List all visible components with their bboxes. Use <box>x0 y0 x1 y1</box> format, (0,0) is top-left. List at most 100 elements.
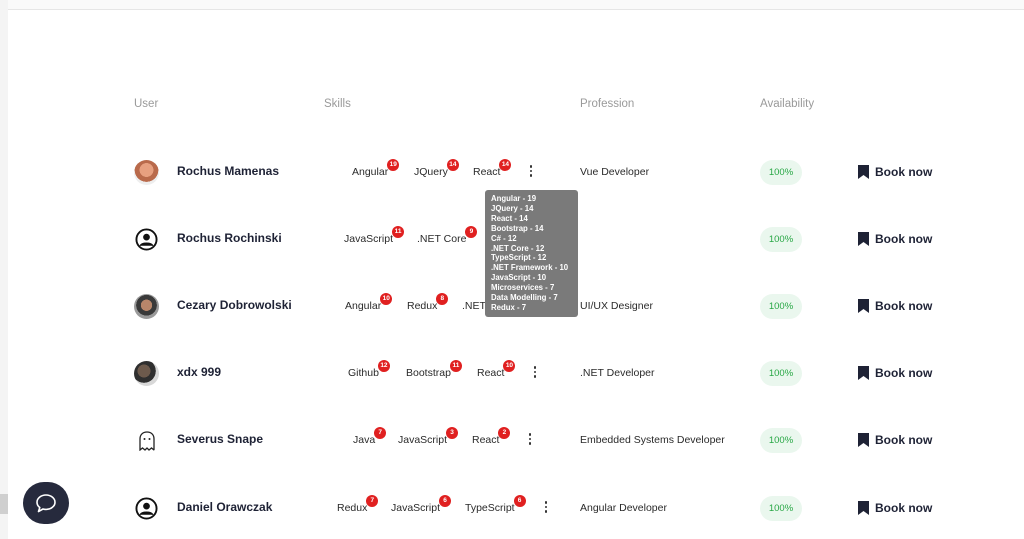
book-now-label: Book now <box>875 232 933 246</box>
table-row: xdx 999 Github 12 Bootstrap 11 React 10 .NE… <box>0 353 1024 393</box>
tooltip-line: JavaScript - 10 <box>491 273 547 283</box>
profession: .NET Developer <box>580 367 655 379</box>
skill-count-badge: 12 <box>377 360 390 372</box>
bookmark-icon <box>858 366 869 380</box>
skill-tag: Angular 10 <box>345 293 393 312</box>
tooltip-line: Microservices - 7 <box>491 283 555 293</box>
skill-count-badge: 10 <box>380 293 393 305</box>
default-user-icon <box>134 227 159 252</box>
book-now-label: Book now <box>875 433 933 447</box>
skill-count-badge: 10 <box>503 360 516 372</box>
left-strip <box>0 0 8 539</box>
tooltip-line: TypeScript - 12 <box>491 253 547 263</box>
bookmark-icon <box>858 299 869 313</box>
book-now-button[interactable]: Book now <box>858 432 932 448</box>
table-row: Cezary Dobrowolski Angular 10 Redux 8 .NET… <box>0 286 1024 326</box>
skill-tag: Bootstrap 11 <box>406 360 462 379</box>
skill-tag: React 10 <box>477 360 516 379</box>
skills-tooltip: Angular - 19 JQuery - 14 React - 14 Boot… <box>485 190 578 317</box>
table-row: Daniel Orawczak Redux 7 JavaScript 6 TypeS… <box>0 488 1024 528</box>
user-name[interactable]: Cezary Dobrowolski <box>177 298 292 312</box>
availability-badge: 100% <box>760 294 802 319</box>
side-handle[interactable] <box>0 494 8 514</box>
book-now-label: Book now <box>875 165 933 179</box>
skill-count-badge: 11 <box>392 226 405 238</box>
table-row: Rochus Rochinski JavaScript 11 .NET Core 9… <box>0 219 1024 259</box>
book-now-label: Book now <box>875 366 933 380</box>
header-availability: Availability <box>760 98 815 110</box>
avatar <box>134 160 159 185</box>
more-skills-icon[interactable] <box>527 432 533 446</box>
avatar <box>134 294 159 319</box>
skill-tag: JavaScript 3 <box>398 427 459 446</box>
book-now-button[interactable]: Book now <box>858 231 932 247</box>
profession: Embedded Systems Developer <box>580 434 725 446</box>
skill-count-badge: 6 <box>439 495 452 507</box>
skill-count-badge: 7 <box>374 427 387 439</box>
profession: Vue Developer <box>580 166 650 178</box>
book-now-button[interactable]: Book now <box>858 164 932 180</box>
skill-count-badge: 3 <box>446 427 459 439</box>
default-user-icon <box>134 496 159 521</box>
skill-count-badge: 11 <box>449 360 462 372</box>
bookmark-icon <box>858 501 869 515</box>
skill-count-badge: 2 <box>498 427 511 439</box>
availability-badge: 100% <box>760 496 802 521</box>
table-header: User Skills Profession Availability <box>0 98 1024 114</box>
skill-count-badge: 9 <box>465 226 478 238</box>
book-now-button[interactable]: Book now <box>858 500 932 516</box>
user-name[interactable]: xdx 999 <box>177 365 222 379</box>
tooltip-line: .NET Core - 12 <box>491 243 545 253</box>
book-now-button[interactable]: Book now <box>858 298 932 314</box>
skill-tag: JavaScript 6 <box>391 495 452 514</box>
bookmark-icon <box>858 433 869 447</box>
skill-tag: .NET <box>462 300 486 312</box>
table-row: Severus Snape Java 7 JavaScript 3 React 2 E… <box>0 420 1024 460</box>
chat-button[interactable] <box>23 482 69 524</box>
skill-tag: Angular 19 <box>352 159 400 178</box>
skill-count-badge: 8 <box>436 293 449 305</box>
more-skills-icon[interactable] <box>543 500 549 514</box>
availability-badge: 100% <box>760 428 802 453</box>
more-skills-icon[interactable] <box>528 164 534 178</box>
user-name[interactable]: Daniel Orawczak <box>177 500 273 514</box>
skill-tag: TypeScript 6 <box>465 495 526 514</box>
header-user: User <box>134 98 159 110</box>
tooltip-line: .NET Framework - 10 <box>491 263 569 273</box>
skill-count-badge: 19 <box>387 159 400 171</box>
tooltip-line: React - 14 <box>491 213 528 223</box>
bookmark-icon <box>858 232 869 246</box>
bookmark-icon <box>858 165 869 179</box>
skill-tag: JavaScript 11 <box>344 226 405 245</box>
availability-badge: 100% <box>760 227 802 252</box>
ghost-icon <box>134 428 159 453</box>
more-skills-icon[interactable] <box>532 365 538 379</box>
tooltip-line: JQuery - 14 <box>491 203 534 213</box>
avatar <box>134 361 159 386</box>
availability-badge: 100% <box>760 361 802 386</box>
skill-count-badge: 14 <box>499 159 512 171</box>
user-name[interactable]: Rochus Rochinski <box>177 231 282 245</box>
header-profession: Profession <box>580 98 635 110</box>
tooltip-line: Redux - 7 <box>491 302 527 312</box>
skill-tag: JQuery 14 <box>414 159 459 178</box>
book-now-button[interactable]: Book now <box>858 365 932 381</box>
tooltip-line: C# - 12 <box>491 233 517 243</box>
table-row: Rochus Mamenas Angular 19 JQuery 14 React 1… <box>0 152 1024 192</box>
skill-count-badge: 14 <box>446 159 459 171</box>
skill-count-badge: 6 <box>513 495 526 507</box>
book-now-label: Book now <box>875 501 933 515</box>
tooltip-line: Angular - 19 <box>491 194 537 203</box>
availability-badge: 100% <box>760 160 802 185</box>
user-name[interactable]: Rochus Mamenas <box>177 164 280 178</box>
skill-tag: .NET Core 9 <box>417 226 478 245</box>
skill-count-badge: 7 <box>366 495 379 507</box>
skill-tag: Redux 8 <box>407 293 449 312</box>
profession: Angular Developer <box>580 502 667 514</box>
chat-bubble-icon <box>36 494 56 513</box>
user-name[interactable]: Severus Snape <box>177 432 264 446</box>
profession: UI/UX Designer <box>580 300 653 312</box>
skill-tag: Java 7 <box>353 427 387 446</box>
skill-tag: React 14 <box>473 159 512 178</box>
skill-tag: Redux 7 <box>337 495 379 514</box>
